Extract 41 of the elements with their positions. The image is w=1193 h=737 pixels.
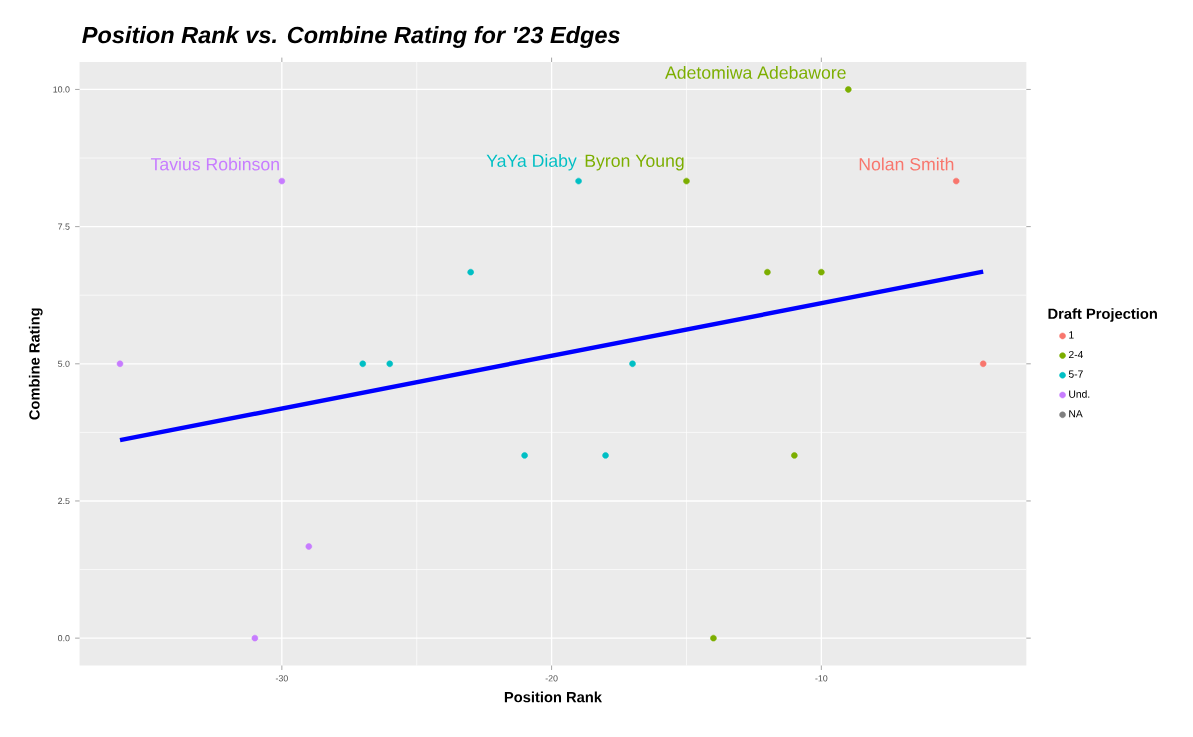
point (467, 269, 474, 276)
y-axis-title: Combine Rating (28, 308, 43, 420)
y-tick-label: 7.5 (58, 223, 70, 230)
y-tick-label: 0.0 (58, 635, 70, 642)
annotation: Byron Young (585, 154, 684, 171)
legend-label: 2-4 (1068, 351, 1084, 359)
y-tick-label: 10.0 (53, 86, 70, 93)
point (818, 269, 825, 276)
x-tick-label: -30 (275, 675, 288, 682)
point (791, 452, 798, 459)
point (116, 360, 124, 368)
annotation: YaYa Diaby (486, 154, 577, 171)
annotation: Adetomiwa Adebawore (665, 66, 846, 79)
point (575, 177, 582, 185)
y-tick-label: 5.0 (58, 360, 70, 368)
legend-label: 5-7 (1068, 370, 1083, 378)
point (710, 635, 717, 642)
x-tick-label: -10 (815, 675, 828, 682)
legend-label: 1 (1069, 331, 1074, 339)
annotation: Nolan Smith (859, 157, 954, 171)
point (305, 543, 313, 550)
point (278, 177, 286, 185)
annotation: Tavius Robinson (150, 157, 279, 171)
legend-title: Draft Projection (1048, 308, 1157, 322)
legend-label: NA (1069, 410, 1083, 418)
chart-title: Position Rank vs. Combine Rating for '23 Edges (82, 26, 620, 49)
point (359, 360, 367, 368)
point (629, 360, 636, 368)
point (251, 635, 259, 642)
point (764, 269, 771, 276)
point (845, 86, 852, 93)
y-tick-label: 2.5 (58, 497, 70, 505)
legend-label: Und. (1069, 390, 1090, 398)
point (602, 452, 609, 459)
point (683, 177, 690, 185)
x-tick-label: -20 (545, 675, 558, 682)
point (386, 360, 393, 368)
point (979, 360, 987, 368)
point (521, 452, 528, 459)
x-axis-title: Position Rank (504, 691, 602, 703)
point (952, 177, 960, 185)
